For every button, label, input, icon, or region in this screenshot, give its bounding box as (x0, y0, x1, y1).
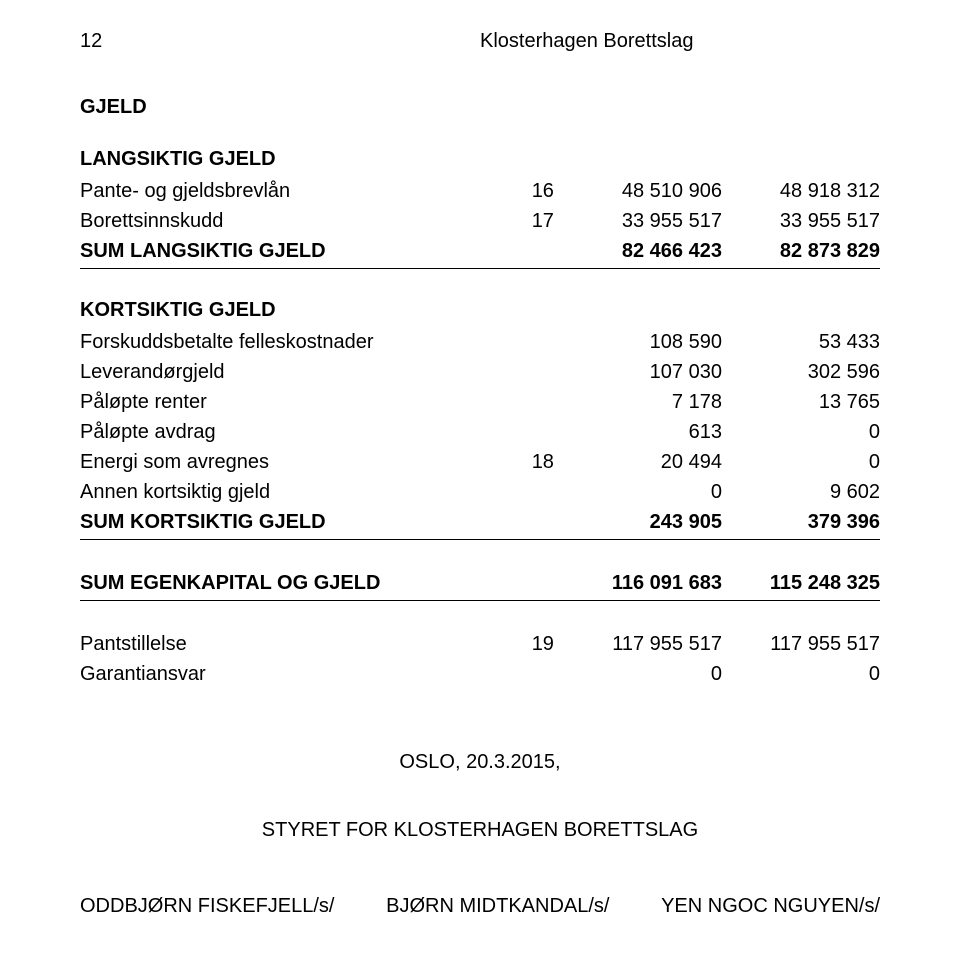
row-note (491, 417, 564, 447)
table-row: Pantstillelse 19 117 955 517 117 955 517 (80, 629, 880, 659)
signature-2: BJØRN MIDTKANDAL/s/ (386, 893, 609, 919)
spacer (80, 775, 880, 817)
row-val2: 13 765 (722, 387, 880, 417)
sum-row: SUM LANGSIKTIG GJELD 82 466 423 82 873 8… (80, 236, 880, 266)
sum-val1: 116 091 683 (564, 568, 722, 598)
row-label: Påløpte renter (80, 387, 491, 417)
row-label: Energi som avregnes (80, 447, 491, 477)
table-row: Garantiansvar 0 0 (80, 659, 880, 689)
rule-line (80, 268, 880, 269)
spacer (80, 275, 880, 297)
sum-val2: 379 396 (722, 507, 880, 537)
kortsiktig-title: KORTSIKTIG GJELD (80, 297, 880, 323)
footer-table: Pantstillelse 19 117 955 517 117 955 517… (80, 629, 880, 689)
table-row: Leverandørgjeld 107 030 302 596 (80, 357, 880, 387)
board-line: STYRET FOR KLOSTERHAGEN BORETTSLAG (80, 817, 880, 843)
row-label: Påløpte avdrag (80, 417, 491, 447)
row-val1: 613 (564, 417, 722, 447)
row-val2: 117 955 517 (722, 629, 880, 659)
row-note (491, 659, 564, 689)
row-val1: 33 955 517 (564, 206, 722, 236)
sum-val1: 243 905 (564, 507, 722, 537)
row-label: Leverandørgjeld (80, 357, 491, 387)
table-row: Annen kortsiktig gjeld 0 9 602 (80, 477, 880, 507)
row-val1: 7 178 (564, 387, 722, 417)
spacer (80, 546, 880, 568)
egenkapital-table: SUM EGENKAPITAL OG GJELD 116 091 683 115… (80, 568, 880, 598)
page: 12 Klosterhagen Borettslag GJELD LANGSIK… (0, 0, 960, 959)
table-row: Energi som avregnes 18 20 494 0 (80, 447, 880, 477)
sum-label: SUM EGENKAPITAL OG GJELD (80, 568, 491, 598)
row-val2: 53 433 (722, 327, 880, 357)
row-note: 16 (491, 176, 564, 206)
signature-block: OSLO, 20.3.2015, STYRET FOR KLOSTERHAGEN… (80, 749, 880, 919)
row-label: Pante- og gjeldsbrevlån (80, 176, 491, 206)
signature-row: ODDBJØRN FISKEFJELL/s/ BJØRN MIDTKANDAL/… (80, 893, 880, 919)
table-row: Påløpte renter 7 178 13 765 (80, 387, 880, 417)
row-val2: 0 (722, 659, 880, 689)
row-val2: 0 (722, 447, 880, 477)
row-note (491, 477, 564, 507)
row-val2: 33 955 517 (722, 206, 880, 236)
table-row: Pante- og gjeldsbrevlån 16 48 510 906 48… (80, 176, 880, 206)
row-note (491, 327, 564, 357)
row-label: Garantiansvar (80, 659, 491, 689)
row-val2: 0 (722, 417, 880, 447)
page-number: 12 (80, 28, 480, 54)
row-val1: 117 955 517 (564, 629, 722, 659)
row-label: Forskuddsbetalte felleskostnader (80, 327, 491, 357)
row-val2: 9 602 (722, 477, 880, 507)
spacer (80, 124, 880, 146)
sum-note (491, 236, 564, 266)
row-val1: 48 510 906 (564, 176, 722, 206)
langsiktig-table: Pante- og gjeldsbrevlån 16 48 510 906 48… (80, 176, 880, 266)
table-row: Borettsinnskudd 17 33 955 517 33 955 517 (80, 206, 880, 236)
sum-val1: 82 466 423 (564, 236, 722, 266)
table-row: Forskuddsbetalte felleskostnader 108 590… (80, 327, 880, 357)
gjeld-title: GJELD (80, 94, 880, 120)
sum-note (491, 568, 564, 598)
date-place: OSLO, 20.3.2015, (80, 749, 880, 775)
spacer (80, 607, 880, 629)
row-val2: 48 918 312 (722, 176, 880, 206)
rule-line (80, 539, 880, 540)
row-note (491, 387, 564, 417)
row-label: Annen kortsiktig gjeld (80, 477, 491, 507)
row-val1: 0 (564, 659, 722, 689)
row-note: 18 (491, 447, 564, 477)
row-val1: 108 590 (564, 327, 722, 357)
org-name: Klosterhagen Borettslag (480, 28, 880, 54)
row-note: 19 (491, 629, 564, 659)
rule-line (80, 600, 880, 601)
sum-label: SUM KORTSIKTIG GJELD (80, 507, 491, 537)
page-header: 12 Klosterhagen Borettslag (80, 28, 880, 54)
row-val1: 20 494 (564, 447, 722, 477)
row-val2: 302 596 (722, 357, 880, 387)
sum-val2: 82 873 829 (722, 236, 880, 266)
row-note: 17 (491, 206, 564, 236)
row-note (491, 357, 564, 387)
sum-note (491, 507, 564, 537)
signature-3: YEN NGOC NGUYEN/s/ (661, 893, 880, 919)
row-label: Borettsinnskudd (80, 206, 491, 236)
langsiktig-title: LANGSIKTIG GJELD (80, 146, 880, 172)
sum-row: SUM KORTSIKTIG GJELD 243 905 379 396 (80, 507, 880, 537)
sum-val2: 115 248 325 (722, 568, 880, 598)
sum-label: SUM LANGSIKTIG GJELD (80, 236, 491, 266)
signature-1: ODDBJØRN FISKEFJELL/s/ (80, 893, 335, 919)
kortsiktig-table: Forskuddsbetalte felleskostnader 108 590… (80, 327, 880, 537)
row-label: Pantstillelse (80, 629, 491, 659)
row-val1: 107 030 (564, 357, 722, 387)
table-row: Påløpte avdrag 613 0 (80, 417, 880, 447)
sum-row: SUM EGENKAPITAL OG GJELD 116 091 683 115… (80, 568, 880, 598)
row-val1: 0 (564, 477, 722, 507)
